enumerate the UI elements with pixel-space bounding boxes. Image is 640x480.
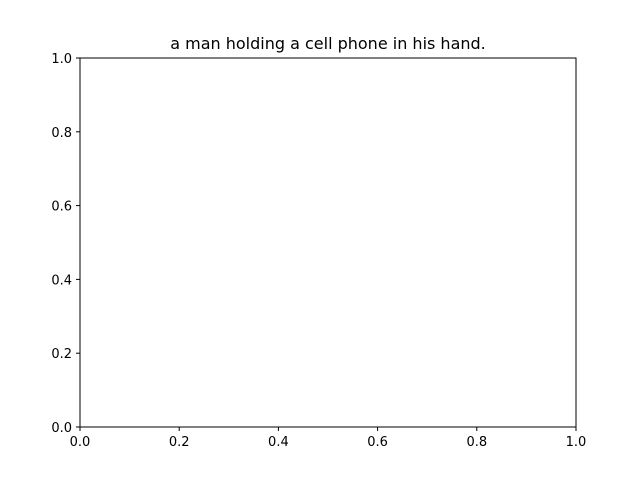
y-tick-label: 0.2 (51, 347, 72, 362)
x-tick-label: 0.8 (466, 435, 487, 450)
y-tick-label: 0.6 (51, 200, 72, 215)
y-axis: 0.0 0.2 0.4 0.6 0.8 1.0 (51, 52, 80, 436)
axes-frame (79, 57, 577, 428)
y-tick-label: 1.0 (51, 52, 72, 67)
x-tick-label: 0.4 (268, 435, 289, 450)
x-tick-label: 0.6 (367, 435, 388, 450)
x-tick-label: 1.0 (566, 435, 587, 450)
x-axis: 0.0 0.2 0.4 0.6 0.8 1.0 (70, 427, 587, 450)
y-tick-label: 0.8 (51, 126, 72, 141)
y-tick-label: 0.4 (51, 273, 72, 288)
x-tick-label: 0.0 (70, 435, 91, 450)
chart-title: a man holding a cell phone in his hand. (170, 34, 486, 53)
y-tick-label: 0.0 (51, 421, 72, 436)
x-tick-label: 0.2 (169, 435, 190, 450)
